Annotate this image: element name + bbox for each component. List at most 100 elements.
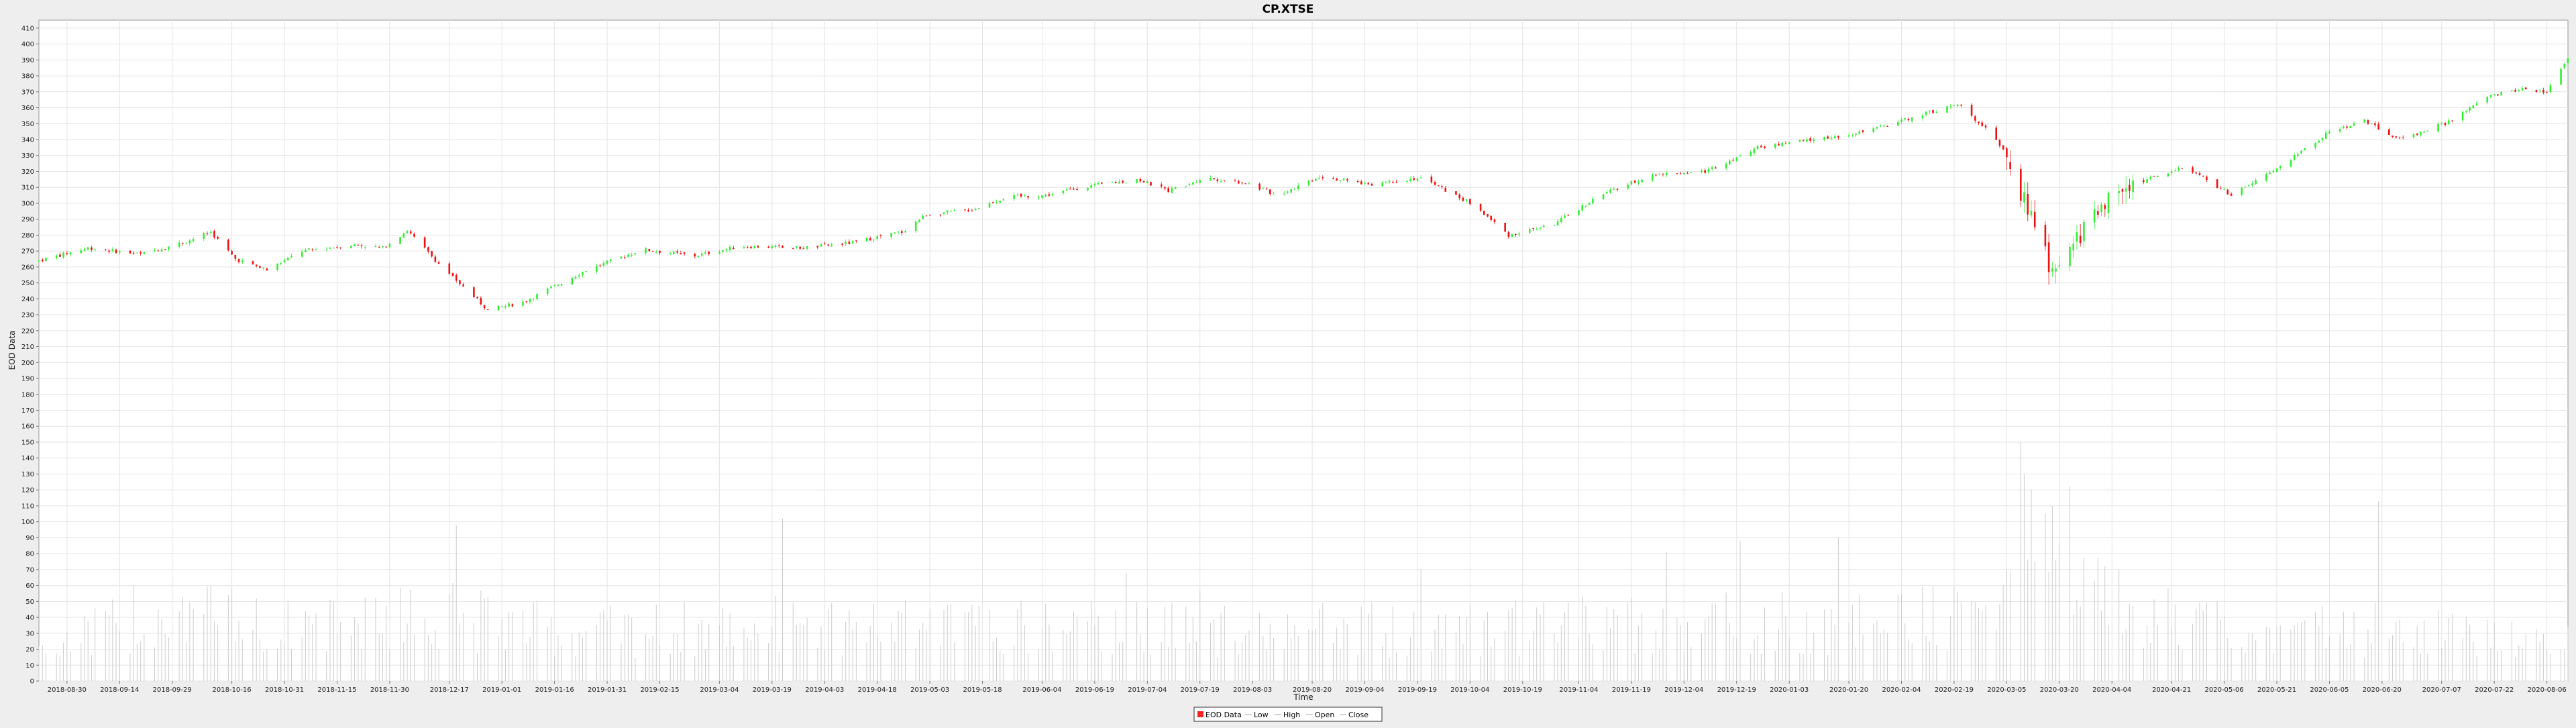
y-tick-label: 390 [21, 57, 34, 64]
candle-body [1458, 194, 1460, 199]
candle-body [1750, 152, 1752, 156]
candle-body [683, 252, 686, 254]
x-tick-label: 2019-04-18 [858, 686, 897, 694]
candle-body [1416, 178, 1419, 181]
candle-body [2069, 246, 2071, 266]
candle-body [991, 202, 994, 203]
y-tick-label: 10 [25, 662, 34, 670]
candle-body [1827, 136, 1829, 139]
candle-body [1753, 148, 1756, 154]
candle-body [427, 247, 429, 252]
x-tick-label: 2018-11-15 [317, 686, 356, 694]
candle-body [1833, 136, 1836, 139]
candle-body [2321, 138, 2324, 141]
candle-body [511, 304, 514, 307]
candle-body [59, 254, 61, 257]
candle-body [111, 249, 114, 252]
candle-body [2524, 87, 2527, 90]
legend-eod-label: EOD Data [1205, 711, 1242, 719]
candle-body [967, 209, 969, 212]
candle-body [2388, 129, 2390, 136]
candle-body [1114, 182, 1117, 183]
candle-body [2451, 120, 2453, 121]
y-tick-label: 330 [21, 152, 34, 160]
candle-body [1220, 181, 1222, 183]
candle-body [189, 240, 191, 244]
candle-body [1037, 197, 1040, 199]
candle-body [771, 246, 773, 249]
x-tick-label: 2020-04-04 [2092, 686, 2131, 694]
candle-body [1778, 144, 1780, 146]
candle-body [900, 231, 903, 233]
candle-body [585, 271, 588, 272]
y-tick-label: 140 [21, 455, 34, 462]
candle-body [2546, 92, 2548, 93]
candle-body [305, 250, 307, 252]
candle-body [953, 210, 956, 211]
candle-body [767, 246, 769, 248]
candle-body [2353, 123, 2355, 126]
candle-body [1185, 186, 1187, 187]
candle-body [2125, 188, 2127, 192]
candle-body [1093, 183, 1096, 186]
candle-body [2314, 142, 2316, 148]
x-axis-label: Time [1293, 692, 1313, 702]
candle-body [1269, 189, 1271, 195]
candle-body [645, 248, 647, 254]
candle-body [697, 256, 700, 258]
candle-body [1613, 189, 1615, 190]
candle-body [1483, 211, 1485, 215]
y-tick-label: 250 [21, 280, 34, 287]
grid-lines [39, 20, 2568, 682]
y-tick-label: 110 [21, 503, 34, 510]
candle-body [1171, 188, 1173, 193]
candle-body [354, 244, 356, 246]
candle-body [2269, 172, 2271, 174]
x-tick-label: 2020-03-05 [1987, 686, 2026, 694]
candle-body [2475, 103, 2478, 105]
candle-body [66, 253, 68, 254]
x-tick-label: 2018-09-14 [100, 686, 139, 694]
y-tick-label: 240 [21, 296, 34, 303]
candle-body [1507, 231, 1510, 238]
candle-body [2251, 183, 2253, 185]
candle-body [160, 249, 163, 252]
candle-body [1788, 142, 1790, 144]
candle-body [560, 283, 563, 286]
candle-body [2107, 193, 2110, 213]
y-tick-label: 280 [21, 232, 34, 240]
candle-body [1191, 182, 1194, 185]
candle-body [1760, 146, 1762, 148]
candle-body [2279, 166, 2282, 168]
candle-body [1925, 111, 1927, 115]
x-tick-label: 2020-06-20 [2363, 686, 2402, 694]
candle-body [659, 250, 661, 253]
candle-body [1949, 105, 1952, 107]
candle-body [974, 209, 977, 211]
candle-body [308, 248, 310, 250]
candle-body [1041, 195, 1043, 198]
candle-body [1237, 180, 1240, 184]
candle-body [733, 248, 735, 250]
candle-body [2002, 145, 2004, 150]
candle-body [2104, 205, 2106, 209]
candle-body [673, 252, 675, 254]
candle-body [676, 251, 678, 253]
candle-body [1142, 180, 1145, 183]
x-tick-label: 2019-09-19 [1398, 686, 1437, 694]
candle-body [2367, 120, 2369, 124]
candle-body [1146, 181, 1148, 183]
x-tick-label: 2019-01-16 [535, 686, 574, 694]
candle-body [1339, 180, 1342, 181]
candle-body [1371, 184, 1373, 186]
candle-body [2051, 268, 2053, 272]
candle-body [648, 249, 651, 252]
candle-body [2300, 150, 2302, 154]
candle-body [522, 301, 524, 306]
x-tick-label: 2018-10-16 [213, 686, 252, 694]
candle-body [1360, 181, 1362, 185]
candle-body [914, 221, 917, 231]
y-tick-label: 350 [21, 121, 34, 128]
legend-high-label: High [1283, 711, 1300, 719]
candle-body [311, 249, 314, 250]
